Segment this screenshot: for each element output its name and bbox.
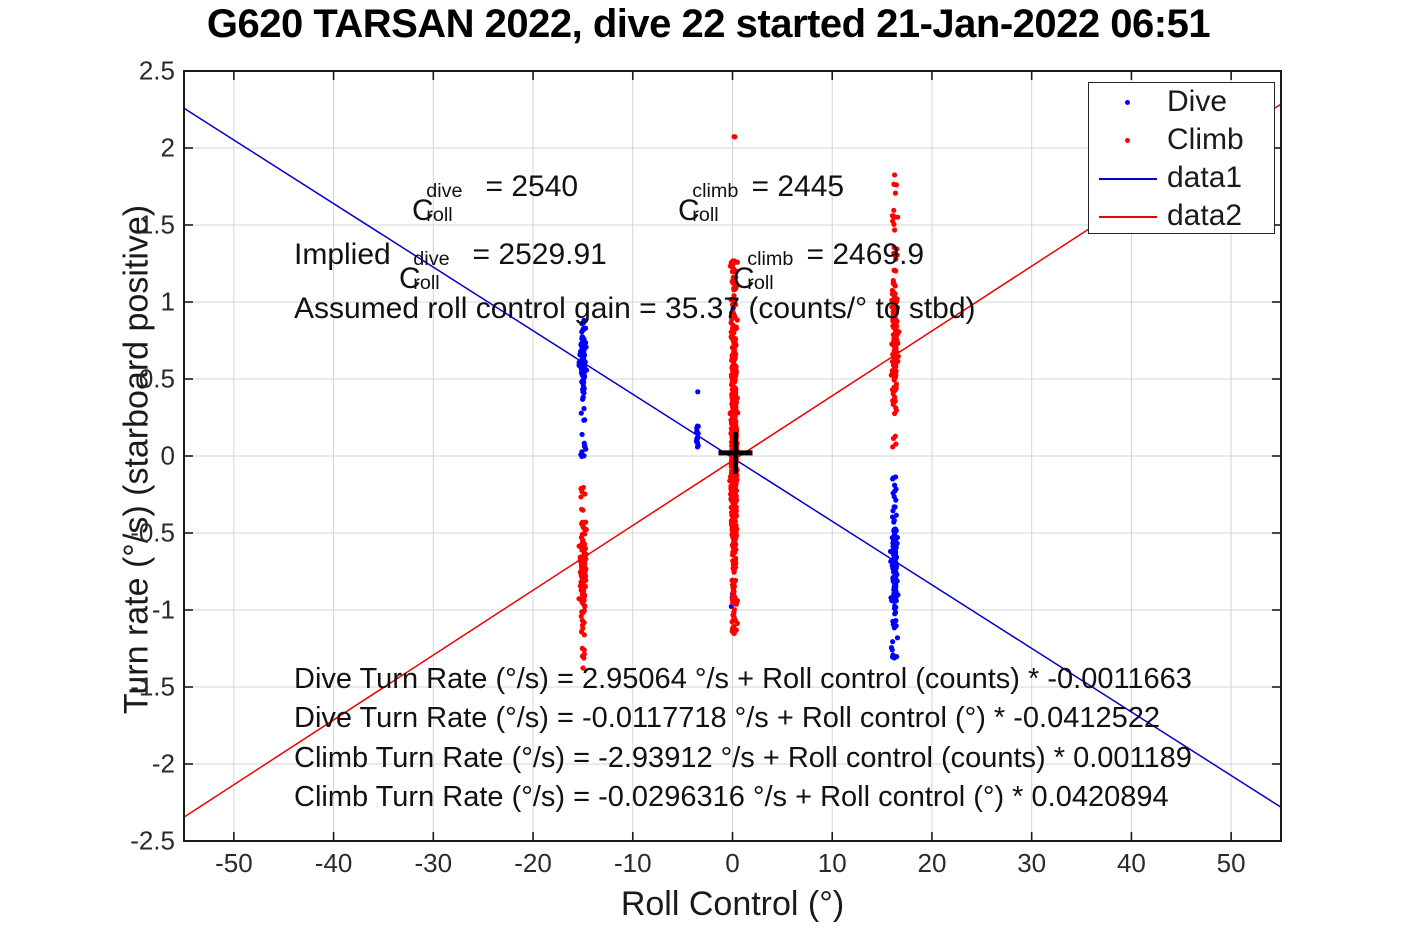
legend-item-climb[interactable]: Climb — [1089, 121, 1276, 159]
equation-line-1: Dive Turn Rate (°/s) = -0.0117718 °/s + … — [294, 702, 1161, 734]
y-tick-label: -1 — [151, 594, 175, 625]
x-tick-label: 50 — [1216, 848, 1246, 878]
x-tick-label: -20 — [514, 848, 552, 878]
y-tick-label: -1.5 — [130, 671, 175, 702]
c-climb-value: = 2445 — [751, 170, 845, 203]
x-tick-label: -50 — [215, 848, 253, 878]
x-tick-label: 20 — [917, 848, 947, 878]
implied-dive-value: = 2529.91 — [472, 238, 607, 271]
scatter-points — [576, 134, 902, 671]
implied-climb-value: = 2469.9 — [806, 238, 925, 271]
x-tick-label: 0 — [725, 848, 740, 878]
legend-line-icon — [1099, 216, 1157, 218]
y-tick-label: 2.5 — [138, 55, 175, 86]
legend-label: Climb — [1167, 123, 1244, 156]
legend-label: data1 — [1167, 161, 1243, 194]
x-tick-label: -40 — [314, 848, 353, 878]
equation-line-3: Climb Turn Rate (°/s) = -0.0296316 °/s +… — [294, 781, 1169, 813]
y-tick-label: 0.5 — [138, 363, 175, 394]
x-tick-label: -30 — [414, 848, 453, 878]
x-tick-label: 40 — [1116, 848, 1146, 878]
legend-symbol-marker — [1089, 83, 1167, 121]
plot-border — [183, 70, 1282, 842]
equation-line-2: Climb Turn Rate (°/s) = -2.93912 °/s + R… — [294, 742, 1192, 774]
origin-cross-marker — [718, 431, 753, 474]
chart-title: G620 TARSAN 2022, dive 22 started 21-Jan… — [206, 2, 1211, 46]
x-tick-label: 10 — [817, 848, 847, 878]
chart-legend[interactable]: Dive Climb data1 data2 — [1088, 82, 1275, 234]
y-tick-label: -0.5 — [130, 517, 175, 548]
legend-line-icon — [1099, 178, 1157, 180]
x-tick-label: -10 — [613, 848, 652, 878]
equation-line-0: Dive Turn Rate (°/s) = 2.95064 °/s + Rol… — [294, 663, 1192, 695]
legend-symbol-marker — [1089, 121, 1167, 159]
x-tick-label: 30 — [1017, 848, 1047, 878]
y-tick-label: 1 — [160, 286, 175, 317]
legend-label: data2 — [1167, 199, 1243, 232]
y-tick-label: -2.5 — [130, 825, 175, 856]
y-tick-label: 2 — [160, 132, 175, 163]
legend-label: Dive — [1167, 85, 1228, 118]
legend-item-dive[interactable]: Dive — [1089, 83, 1276, 121]
legend-symbol-line — [1089, 197, 1167, 235]
y-tick-label: -2 — [151, 748, 175, 779]
annotation-gain: Assumed roll control gain = 35.37 (count… — [294, 292, 976, 325]
implied-prefix: Implied — [294, 238, 400, 271]
y-tick-label: 0 — [160, 440, 175, 471]
y-tick-label: 1.5 — [138, 209, 175, 240]
legend-item-data2[interactable]: data2 — [1089, 197, 1276, 235]
legend-marker-icon — [1125, 138, 1130, 143]
legend-item-data1[interactable]: data1 — [1089, 159, 1276, 197]
legend-symbol-line — [1089, 159, 1167, 197]
c-dive-value: = 2540 — [485, 170, 579, 203]
legend-marker-icon — [1125, 100, 1130, 105]
x-axis-label: Roll Control (°) — [620, 885, 845, 923]
